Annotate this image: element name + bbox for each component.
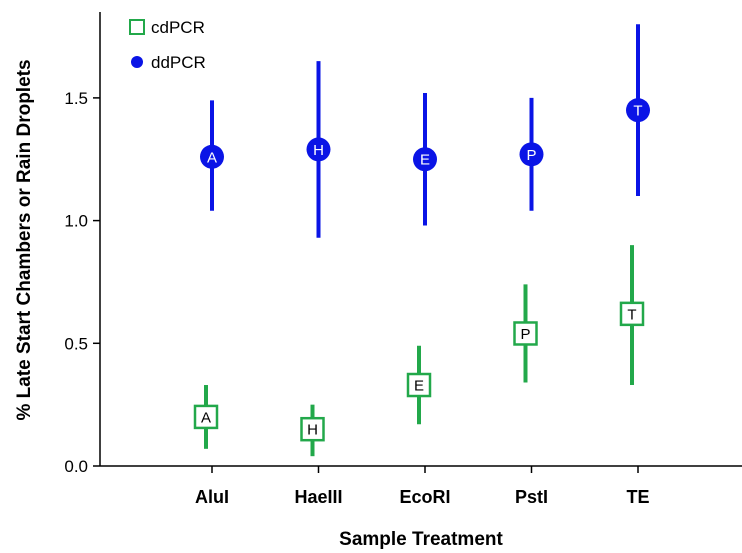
data-point-label: H bbox=[307, 422, 318, 439]
data-point-label: P bbox=[520, 326, 530, 343]
legend-label-ddpcr: ddPCR bbox=[151, 53, 206, 72]
series-layer: A H E P T A H E P T bbox=[193, 24, 650, 457]
legend-marker-ddpcr bbox=[131, 56, 143, 68]
data-point-label: A bbox=[201, 409, 211, 426]
legend-marker-cdpcr bbox=[129, 19, 145, 35]
data-point-label: E bbox=[414, 378, 424, 395]
data-point bbox=[626, 98, 650, 123]
x-axis-title: Sample Treatment bbox=[339, 529, 503, 550]
series-ddpcr: A H E P T bbox=[200, 24, 650, 238]
y-tick-label: 0.0 bbox=[64, 457, 88, 476]
x-tick-label: HaeIII bbox=[294, 487, 342, 507]
x-tick-label: TE bbox=[626, 487, 649, 507]
legend: cdPCR ddPCR bbox=[129, 18, 206, 72]
data-point bbox=[406, 372, 432, 398]
data-point bbox=[193, 404, 219, 430]
x-tick-label: PstI bbox=[515, 487, 548, 507]
data-point bbox=[306, 137, 331, 162]
x-tick-label: AluI bbox=[195, 487, 229, 507]
data-point bbox=[200, 144, 224, 169]
data-point-label: T bbox=[633, 103, 642, 120]
axes-layer bbox=[99, 12, 742, 467]
x-ticks: AluI HaeIII EcoRI PstI TE bbox=[195, 466, 650, 507]
data-point bbox=[519, 142, 544, 167]
data-point-label: E bbox=[420, 152, 430, 169]
series-cdpcr: A H E P T bbox=[193, 245, 645, 457]
data-point bbox=[619, 301, 645, 327]
legend-label-cdpcr: cdPCR bbox=[151, 18, 205, 37]
data-point-label: H bbox=[313, 142, 324, 159]
data-point bbox=[300, 416, 325, 442]
data-point bbox=[513, 321, 538, 346]
data-point-label: T bbox=[627, 306, 636, 323]
y-tick-label: 1.5 bbox=[64, 89, 88, 108]
data-point-label: A bbox=[207, 149, 217, 166]
y-tick-label: 0.5 bbox=[64, 334, 88, 353]
y-ticks: 0.0 0.5 1.0 1.5 bbox=[64, 89, 100, 476]
data-point bbox=[413, 147, 437, 172]
x-tick-label: EcoRI bbox=[399, 487, 450, 507]
data-point-label: P bbox=[526, 147, 536, 164]
y-tick-label: 1.0 bbox=[64, 212, 88, 231]
y-axis-title: % Late Start Chambers or Rain Droplets bbox=[14, 59, 35, 420]
